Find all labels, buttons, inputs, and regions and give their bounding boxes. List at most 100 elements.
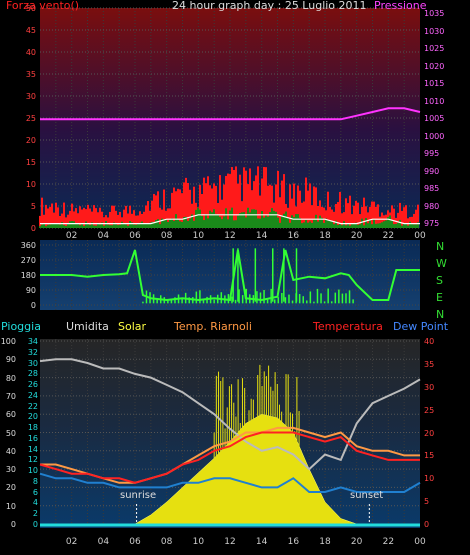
x-tick-label: 10 <box>192 231 205 241</box>
x-tick-label: 12 <box>224 231 236 241</box>
rain-tick-label: 16 <box>27 433 38 443</box>
compass-label: W <box>436 257 447 270</box>
pressure-label: Pressione <box>374 0 427 12</box>
rain-tick-label: 4 <box>32 498 38 508</box>
temperature-tick-label: 35 <box>424 359 435 369</box>
rain-tick-label: 6 <box>32 487 38 497</box>
x-tick-label: 22 <box>382 231 395 241</box>
legend-solar: Solar <box>118 320 147 333</box>
wind-tick-label: 20 <box>25 136 36 145</box>
rain-tick-label: 0 <box>32 520 38 529</box>
wind-tick-label: 35 <box>25 70 36 79</box>
pressure-tick-label: 995 <box>424 149 440 158</box>
direction-tick-label: 180 <box>20 271 36 280</box>
temperature-tick-label: 5 <box>424 497 430 507</box>
x-tick-label: 20 <box>350 537 363 547</box>
temperature-line <box>39 431 420 484</box>
pressure-tick-label: 1005 <box>424 114 445 123</box>
rain-tick-label: 18 <box>27 423 38 433</box>
x-tick-label: 00 <box>414 231 426 241</box>
compass-label: N <box>436 308 445 321</box>
x-tick-label: 14 <box>255 537 268 547</box>
humidity-tick-label: 90 <box>5 355 16 365</box>
humidity-tick-label: 70 <box>5 391 16 401</box>
x-tick-label: 02 <box>65 231 78 241</box>
legend-dew-point: Dew Point <box>393 320 449 333</box>
compass-label: N <box>436 240 445 253</box>
rain-tick-label: 22 <box>27 401 38 411</box>
pressure-tick-label: 1015 <box>424 79 445 88</box>
pressure-tick-label: 980 <box>424 201 440 211</box>
legend-temperatura: Temperatura <box>313 320 383 333</box>
x-tick-label: 14 <box>255 231 268 241</box>
rain-tick-label: 2 <box>32 509 38 519</box>
x-tick-label: 18 <box>319 537 331 547</box>
wind-tick-label: 10 <box>25 180 36 189</box>
direction-tick-label: 270 <box>20 256 36 265</box>
x-tick-label: 00 <box>414 537 426 547</box>
wind-tick-label: 45 <box>25 26 36 35</box>
wind-tick-label: 40 <box>25 48 36 57</box>
pressure-tick-label: 975 <box>424 219 440 228</box>
temperature-tick-label: 0 <box>424 520 430 529</box>
sunrise-label: sunrise <box>120 490 157 501</box>
x-tick-label: 04 <box>97 231 110 241</box>
x-tick-label: 18 <box>319 231 331 241</box>
humidity-tick-label: 40 <box>5 446 16 456</box>
wind-tick-label: 50 <box>25 4 36 13</box>
x-tick-label: 16 <box>287 231 300 241</box>
wind-average-line <box>40 214 420 225</box>
pressure-tick-label: 1025 <box>424 44 445 53</box>
x-tick-label: 02 <box>65 537 78 547</box>
rain-tick-label: 32 <box>27 347 38 357</box>
temperature-tick-label: 40 <box>424 337 435 346</box>
dew-point-line <box>39 472 421 493</box>
rain-tick-label: 30 <box>27 358 38 368</box>
x-tick-label: 20 <box>350 231 363 241</box>
x-tick-label: 12 <box>224 537 236 547</box>
rain-tick-label: 24 <box>27 390 38 400</box>
pressure-tick-label: 1030 <box>424 26 445 36</box>
wind-tick-label: 0 <box>30 224 36 233</box>
compass-label: S <box>436 274 443 287</box>
chart-title: 24 hour graph day : 25 Luglio 2011 <box>172 0 367 12</box>
wind-tick-label: 15 <box>25 158 36 167</box>
humidity-tick-label: 10 <box>5 501 16 511</box>
compass-label: E <box>436 291 443 304</box>
x-tick-label: 08 <box>160 231 173 241</box>
wind-label: Forza vento() <box>6 0 80 12</box>
pressure-tick-label: 985 <box>424 184 440 193</box>
humidity-tick-label: 60 <box>5 410 16 420</box>
x-tick-label: 22 <box>382 537 395 547</box>
rain-tick-label: 28 <box>27 369 38 379</box>
pressure-tick-label: 1010 <box>424 96 445 106</box>
x-tick-label: 06 <box>129 537 141 547</box>
direction-tick-label: 0 <box>30 301 36 310</box>
legend-temp-riarnoli: Temp. Riarnoli <box>174 320 252 333</box>
x-tick-label: 10 <box>192 537 205 547</box>
x-tick-label: 06 <box>129 231 141 241</box>
humidity-tick-label: 80 <box>5 373 16 383</box>
sunset-label: sunset <box>350 490 384 501</box>
humidity-tick-label: 0 <box>10 520 16 529</box>
direction-tick-label: 360 <box>20 241 36 250</box>
rain-tick-label: 14 <box>27 444 38 454</box>
x-tick-label: 08 <box>160 537 173 547</box>
pressure-tick-label: 1035 <box>424 9 445 18</box>
pressure-line <box>40 107 421 121</box>
wind-tick-label: 30 <box>25 92 36 101</box>
rain-tick-label: 26 <box>27 380 38 390</box>
rain-tick-label: 10 <box>27 466 38 476</box>
rain-tick-label: 34 <box>27 337 38 346</box>
rain-tick-label: 12 <box>27 455 38 465</box>
temperature-tick-label: 25 <box>424 405 435 415</box>
temperature-tick-label: 30 <box>424 382 435 392</box>
pressure-tick-label: 1020 <box>424 61 445 71</box>
pressure-tick-label: 990 <box>424 166 440 176</box>
wind-tick-label: 25 <box>25 114 36 123</box>
rain-tick-label: 20 <box>27 412 38 422</box>
pressure-tick-label: 1000 <box>424 131 445 141</box>
temperature-tick-label: 10 <box>424 474 435 484</box>
humidity-tick-label: 20 <box>5 483 16 493</box>
